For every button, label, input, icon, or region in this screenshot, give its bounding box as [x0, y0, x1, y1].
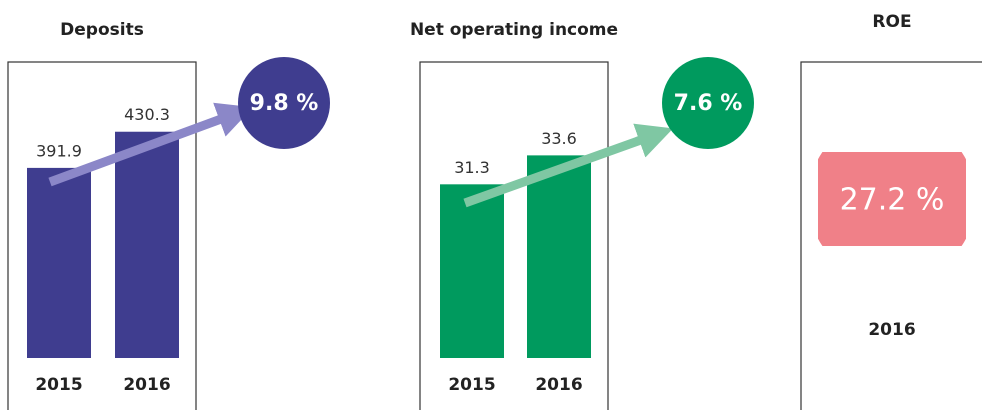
panel-frame [800, 61, 982, 410]
growth-badge [662, 57, 754, 149]
category-label: 2015 [448, 375, 495, 395]
growth-arrow [48, 102, 254, 187]
category-label: 2016 [123, 375, 170, 395]
bar [27, 167, 91, 358]
category-label: 2016 [535, 375, 582, 395]
value-label: 31.3 [454, 158, 490, 177]
category-label: 2015 [35, 375, 82, 395]
panel-title: ROE [872, 12, 911, 32]
value-label: 391.9 [36, 141, 82, 160]
panel-frame [7, 61, 197, 410]
bar [440, 184, 504, 358]
bar [527, 155, 591, 358]
value-label: 33.6 [541, 129, 577, 148]
category-label: 2016 [868, 320, 915, 340]
bar [115, 131, 179, 358]
value-label: 430.3 [124, 105, 170, 124]
growth-label: 7.6 % [674, 91, 743, 116]
panel-frame [419, 61, 609, 410]
growth-arrow [463, 123, 674, 208]
panel-title: Deposits [60, 20, 144, 40]
growth-label: 9.8 % [250, 91, 319, 116]
kpi-badge [818, 152, 966, 246]
panel-title: Net operating income [410, 20, 618, 40]
growth-badge [238, 57, 330, 149]
kpi-label: 27.2 % [840, 183, 945, 218]
